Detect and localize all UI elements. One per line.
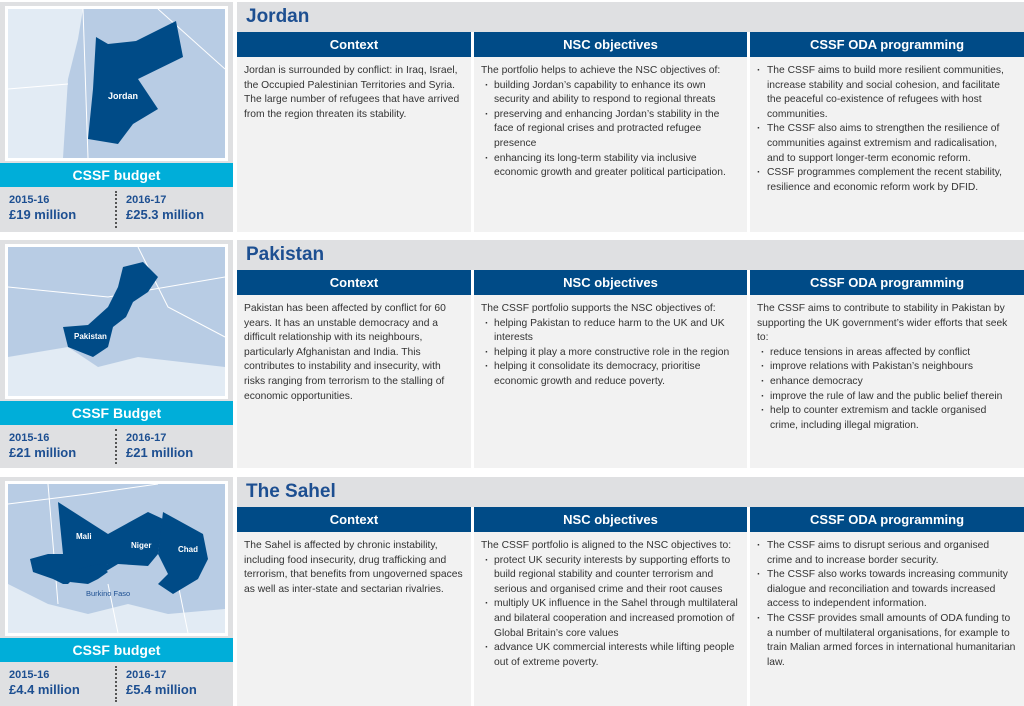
country-title: Jordan (237, 2, 1024, 32)
bullet-item: helping it play a more constructive role… (481, 346, 740, 361)
budget-year: 2016-17 (126, 669, 167, 681)
budget-title: CSSF budget (0, 638, 233, 662)
budget-figures: 2015-16 £4.4 million 2016-17 £5.4 million (0, 662, 233, 706)
column-header: CSSF ODA programming (750, 507, 1024, 532)
nsc-column: NSC objectives The CSSF portfolio support… (474, 270, 747, 468)
burkina-faso-shape (70, 564, 108, 584)
country-sidebar: Jordan CSSF budget 2015-16 £19 million 20… (0, 2, 233, 232)
bullet-item: enhance democracy (757, 375, 1017, 390)
context-column: Context Jordan is surrounded by conflict:… (237, 32, 471, 232)
nsc-intro: The CSSF portfolio is aligned to the NSC… (481, 540, 732, 551)
bullet-item: The CSSF also aims to strengthen the res… (757, 122, 1017, 166)
budget-figures: 2015-16 £21 million 2016-17 £21 million (0, 425, 233, 468)
bullet-item: The CSSF also works towards increasing c… (757, 568, 1017, 612)
country-title: Pakistan (237, 240, 1024, 270)
svg-text:Mali: Mali (76, 532, 92, 541)
context-text: Pakistan has been affected by conflict f… (244, 303, 446, 402)
budget-amount: £21 million (9, 445, 77, 460)
budget-year: 2015-16 (9, 669, 50, 681)
column-header: Context (237, 270, 471, 295)
column-header: NSC objectives (474, 507, 747, 532)
oda-column: CSSF ODA programming The CSSF aims to con… (750, 270, 1024, 468)
nsc-intro: The portfolio helps to achieve the NSC o… (481, 65, 721, 76)
budget-divider (115, 666, 117, 702)
column-header: Context (237, 507, 471, 532)
country-section: Pakistan CSSF Budget 2015-16 £21 million … (0, 240, 1024, 468)
column-header: CSSF ODA programming (750, 32, 1024, 57)
column-header: NSC objectives (474, 270, 747, 295)
country-map: Jordan (5, 6, 228, 161)
chad-shape (158, 512, 208, 594)
country-sidebar: Mali Niger Chad Burkino Faso CSSF budget 20… (0, 477, 233, 706)
country-section: Mali Niger Chad Burkino Faso CSSF budget 20… (0, 477, 1024, 706)
bullet-item: multiply UK influence in the Sahel throu… (481, 597, 740, 641)
budget-title: CSSF Budget (0, 401, 233, 425)
svg-text:Chad: Chad (178, 545, 198, 554)
column-header: CSSF ODA programming (750, 270, 1024, 295)
mali-shape (30, 502, 108, 584)
bullet-item: helping Pakistan to reduce harm to the U… (481, 317, 740, 346)
nsc-column: NSC objectives The portfolio helps to ach… (474, 32, 747, 232)
column-header: Context (237, 32, 471, 57)
budget-amount: £19 million (9, 207, 77, 222)
country-title: The Sahel (237, 477, 1024, 507)
budget-year: 2015-16 (9, 432, 50, 444)
svg-text:Jordan: Jordan (108, 91, 138, 101)
pakistan-shape (63, 262, 158, 357)
country-map: Mali Niger Chad Burkino Faso (5, 481, 228, 636)
jordan-shape (88, 21, 183, 144)
country-section: Jordan CSSF budget 2015-16 £19 million 20… (0, 2, 1024, 232)
oda-column: CSSF ODA programming The CSSF aims to dis… (750, 507, 1024, 706)
bullet-item: advance UK commercial interests while li… (481, 641, 740, 670)
svg-text:Niger: Niger (131, 541, 151, 550)
budget-amount: £4.4 million (9, 682, 80, 697)
bullet-item: protect UK security interests by support… (481, 554, 740, 598)
budget-divider (115, 429, 117, 464)
bullet-item: enhancing its long-term stability via in… (481, 152, 740, 181)
country-map: Pakistan (5, 244, 228, 399)
budget-amount: £25.3 million (126, 207, 205, 222)
budget-amount: £5.4 million (126, 682, 197, 697)
svg-text:Burkino Faso: Burkino Faso (86, 589, 130, 598)
bullet-item: reduce tensions in areas affected by con… (757, 346, 1017, 361)
bullet-item: helping it consolidate its democracy, pr… (481, 360, 740, 389)
bullet-item: preserving and enhancing Jordan’s stabil… (481, 108, 740, 152)
budget-figures: 2015-16 £19 million 2016-17 £25.3 million (0, 187, 233, 232)
bullet-item: improve relations with Pakistan’s neighb… (757, 360, 1017, 375)
budget-year: 2016-17 (126, 432, 167, 444)
bullet-item: improve the rule of law and the public b… (757, 390, 1017, 405)
budget-amount: £21 million (126, 445, 194, 460)
bullet-item: CSSF programmes complement the recent st… (757, 166, 1017, 195)
niger-shape (90, 512, 163, 576)
svg-text:Pakistan: Pakistan (74, 332, 107, 341)
bullet-item: The CSSF aims to build more resilient co… (757, 64, 1017, 122)
column-header: NSC objectives (474, 32, 747, 57)
context-column: Context Pakistan has been affected by con… (237, 270, 471, 468)
oda-intro: The CSSF aims to contribute to stability… (757, 303, 1008, 344)
nsc-column: NSC objectives The CSSF portfolio is alig… (474, 507, 747, 706)
bullet-item: The CSSF aims to disrupt serious and org… (757, 539, 1017, 568)
budget-year: 2015-16 (9, 194, 50, 206)
budget-year: 2016-17 (126, 194, 167, 206)
country-sidebar: Pakistan CSSF Budget 2015-16 £21 million … (0, 240, 233, 468)
bullet-item: The CSSF provides small amounts of ODA f… (757, 612, 1017, 670)
oda-column: CSSF ODA programming The CSSF aims to bui… (750, 32, 1024, 232)
context-column: Context The Sahel is affected by chronic … (237, 507, 471, 706)
nsc-intro: The CSSF portfolio supports the NSC obje… (481, 303, 716, 314)
context-text: Jordan is surrounded by conflict: in Ira… (244, 65, 460, 120)
bullet-item: building Jordan’s capability to enhance … (481, 79, 740, 108)
budget-divider (115, 191, 117, 228)
context-text: The Sahel is affected by chronic instabi… (244, 540, 463, 595)
bullet-item: help to counter extremism and tackle org… (757, 404, 1017, 433)
budget-title: CSSF budget (0, 163, 233, 187)
